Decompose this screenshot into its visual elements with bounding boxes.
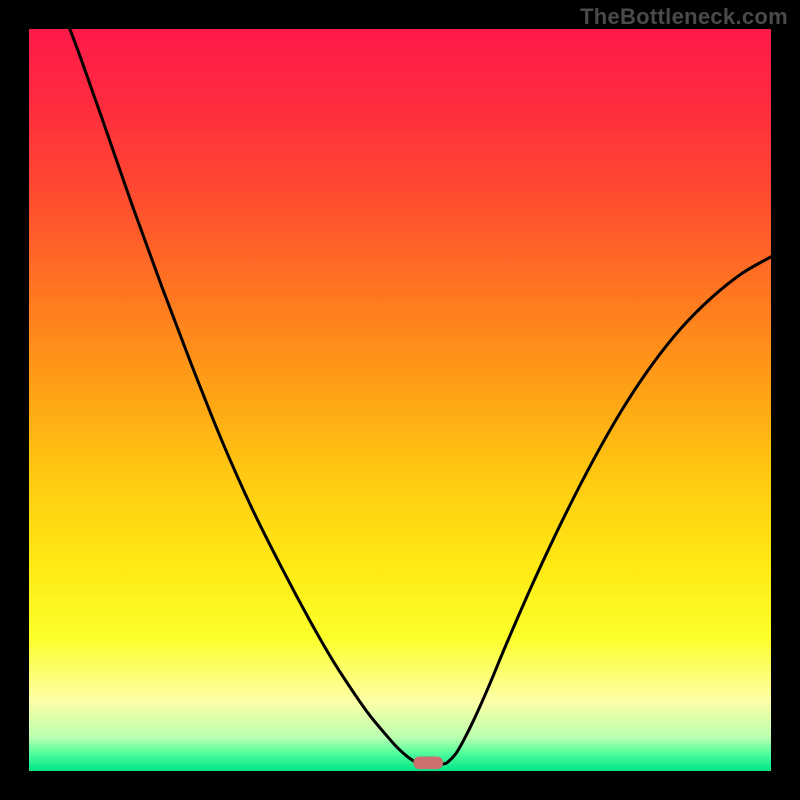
optimal-marker	[413, 757, 443, 770]
bottleneck-chart-svg	[0, 0, 800, 800]
chart-stage: TheBottleneck.com	[0, 0, 800, 800]
watermark-text: TheBottleneck.com	[580, 4, 788, 30]
gradient-background	[29, 29, 771, 771]
